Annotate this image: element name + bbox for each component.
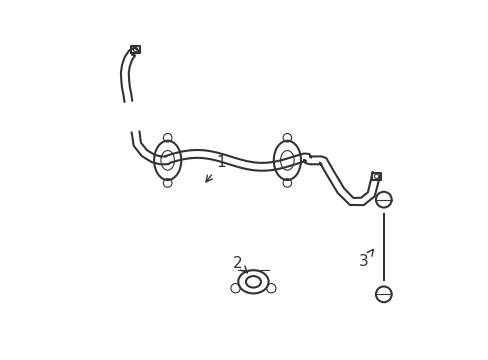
Text: 2: 2 [233,256,247,273]
Text: 1: 1 [205,156,225,182]
Text: 3: 3 [358,249,373,269]
